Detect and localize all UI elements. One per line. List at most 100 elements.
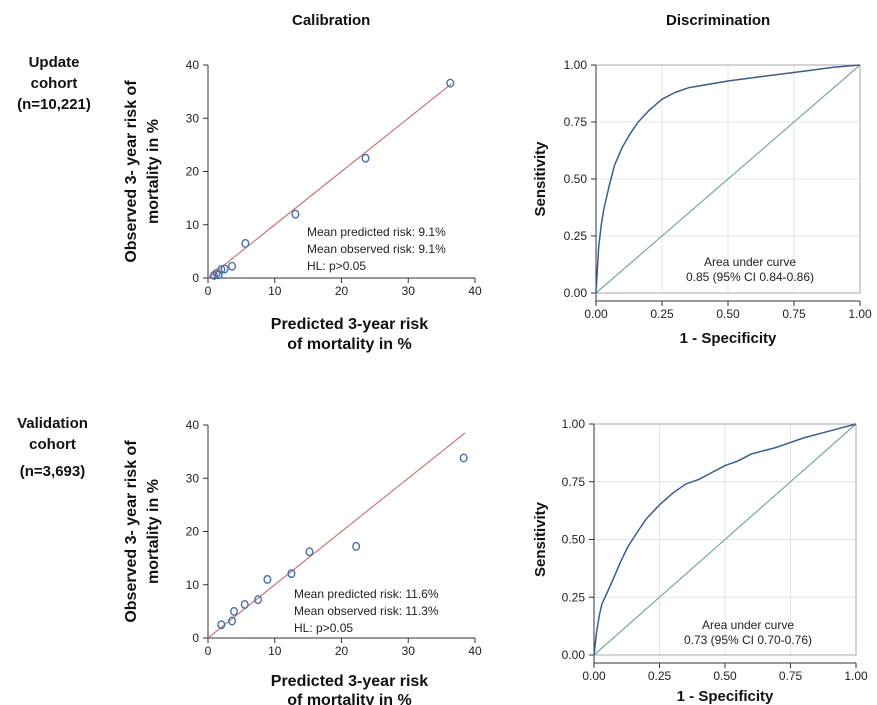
panel-2-discrimination: 0.00 0.25 0.50 0.75 1.00 0.00 0.25 0.50 0.75 1.00…	[532, 58, 872, 347]
x-tick-label: 0	[205, 284, 212, 298]
y-tick-label: 0.00	[564, 286, 588, 300]
annotation-line-2: Mean observed risk: 11.3%	[294, 604, 439, 618]
y-axis-label-line1: Observed 3- year risk of	[123, 440, 140, 623]
validation-cohort-label: Validation cohort (n=3,693)	[0, 413, 105, 482]
x-tick-label: 1.00	[848, 307, 872, 321]
y-tick-label: 40	[186, 418, 200, 432]
data-point	[352, 541, 361, 551]
roc-curve	[595, 64, 861, 294]
data-point	[361, 153, 370, 163]
y-tick-label: 0.00	[562, 648, 586, 662]
x-tick-label: 20	[335, 284, 349, 298]
annotation-line-1: Area under curve	[702, 618, 794, 632]
update-cohort-n: (n=10,221)	[17, 96, 91, 113]
x-tick-label: 30	[402, 284, 416, 298]
x-tick-label: 0.25	[650, 307, 674, 321]
x-tick-label: 10	[268, 644, 282, 658]
x-tick-label: 0.00	[582, 669, 606, 683]
update-cohort-label: Update cohort (n=10,221)	[4, 52, 104, 115]
annotation-line-3: HL: p>0.05	[307, 259, 366, 273]
data-point	[240, 599, 249, 609]
y-axis-label-line2: mortality in %	[145, 119, 162, 224]
x-axis-label-line2: of mortality in %	[287, 336, 411, 353]
x-axis-label: 1 - Specificity	[680, 330, 777, 347]
data-point	[459, 453, 468, 463]
y-axis-label: Sensitivity	[532, 141, 549, 217]
data-point	[228, 261, 237, 271]
data-point	[220, 264, 229, 274]
x-tick-label: 1.00	[844, 669, 868, 683]
x-tick-label: 0.25	[648, 669, 672, 683]
annotation-line-2: 0.85 (95% CI 0.84-0.86)	[686, 270, 814, 284]
annotation-line-2: Mean observed risk: 9.1%	[307, 242, 446, 256]
reference-diagonal	[593, 423, 857, 656]
x-tick-label: 40	[468, 284, 482, 298]
panel-4-discrimination: 0.00 0.25 0.50 0.75 1.00 0.00 0.25 0.50 0.75 1.00…	[532, 417, 868, 705]
panel-3-calibration: 0 10 20 30 40 0 10 20 30 40 Predicted 3-year risk o…	[123, 418, 482, 705]
update-cohort-name-line2: cohort	[30, 75, 78, 92]
x-tick-label: 0.75	[779, 669, 803, 683]
data-point	[254, 595, 263, 605]
annotation-line-1: Area under curve	[704, 255, 796, 269]
x-tick-label: 30	[402, 644, 416, 658]
data-point	[230, 606, 239, 616]
data-point	[287, 569, 296, 579]
x-axis-label-line1: Predicted 3-year risk	[271, 673, 429, 690]
annotation-line-3: HL: p>0.05	[294, 621, 353, 635]
y-tick-label: 30	[186, 471, 200, 485]
validation-cohort-name-line1: Validation	[17, 415, 88, 432]
data-point	[217, 264, 226, 274]
roc-curve	[593, 423, 857, 656]
reference-diagonal	[595, 64, 861, 294]
y-tick-label: 20	[186, 525, 200, 539]
data-point	[305, 547, 314, 557]
y-tick-label: 30	[186, 111, 200, 125]
y-tick-label: 0.75	[562, 475, 586, 489]
discrimination-column-title: Discrimination	[666, 12, 771, 29]
y-tick-label: 10	[186, 218, 200, 232]
y-tick-label: 0.25	[564, 229, 588, 243]
annotation-line-1: Mean predicted risk: 9.1%	[307, 225, 446, 239]
update-cohort-name-line1: Update	[28, 54, 80, 71]
y-tick-label: 40	[186, 58, 200, 72]
y-tick-label: 0.25	[562, 590, 586, 604]
y-tick-label: 0.75	[564, 115, 588, 129]
y-tick-label: 0	[192, 631, 199, 645]
x-axis-label-line2: of mortality in %	[287, 692, 411, 705]
x-tick-label: 0.75	[782, 307, 806, 321]
x-tick-label: 40	[468, 644, 482, 658]
y-tick-label: 0.50	[562, 533, 586, 547]
y-tick-label: 0.50	[564, 172, 588, 186]
x-axis-label-line1: Predicted 3-year risk	[271, 316, 429, 333]
data-point	[217, 620, 226, 630]
x-tick-label: 0.50	[716, 307, 740, 321]
panel-1-calibration: 0 10 20 30 40 0 10 20 30 40 Predicted 3-year risk o…	[123, 58, 482, 353]
x-tick-label: 0.50	[713, 669, 737, 683]
validation-cohort-name-line2: cohort	[29, 436, 76, 453]
y-tick-label: 1.00	[562, 417, 586, 431]
validation-cohort-n: (n=3,693)	[19, 463, 86, 480]
y-tick-label: 0	[192, 271, 199, 285]
calibration-line	[207, 432, 466, 639]
data-point	[446, 78, 455, 88]
data-point	[263, 574, 272, 584]
y-axis-label-line1: Observed 3- year risk of	[123, 80, 140, 263]
data-point	[241, 238, 250, 248]
data-point	[228, 616, 237, 626]
y-tick-label: 1.00	[564, 58, 588, 72]
annotation-line-1: Mean predicted risk: 11.6%	[294, 587, 439, 601]
calibration-column-title: Calibration	[292, 12, 371, 29]
x-tick-label: 0.00	[584, 307, 608, 321]
y-axis-label: Sensitivity	[532, 501, 549, 577]
data-point	[291, 209, 300, 219]
y-axis-label-line2: mortality in %	[145, 479, 162, 584]
x-tick-label: 20	[335, 644, 349, 658]
x-tick-label: 10	[268, 284, 282, 298]
y-tick-label: 20	[186, 165, 200, 179]
x-tick-label: 0	[205, 644, 212, 658]
y-tick-label: 10	[186, 578, 200, 592]
x-axis-label: 1 - Specificity	[677, 688, 774, 705]
annotation-line-2: 0.73 (95% CI 0.70-0.76)	[684, 633, 812, 647]
